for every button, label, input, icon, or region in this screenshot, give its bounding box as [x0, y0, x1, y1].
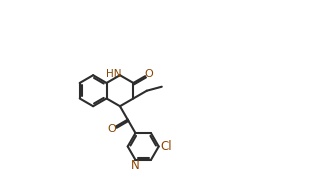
Text: HN: HN: [106, 69, 122, 79]
Text: O: O: [108, 124, 116, 134]
Text: N: N: [131, 159, 140, 172]
Text: Cl: Cl: [160, 140, 172, 153]
Text: O: O: [145, 69, 154, 79]
